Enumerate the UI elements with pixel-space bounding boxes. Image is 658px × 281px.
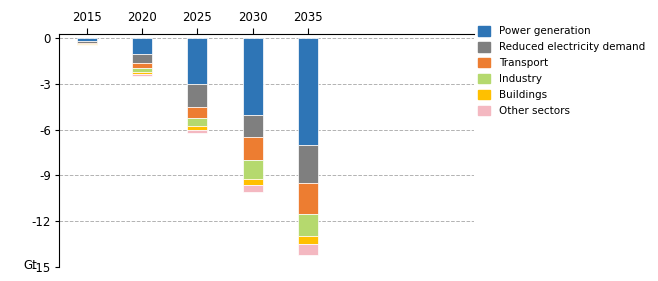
Bar bbox=[188, 130, 207, 133]
Bar bbox=[243, 38, 263, 115]
Bar bbox=[298, 244, 318, 255]
Bar bbox=[188, 107, 207, 117]
Bar bbox=[77, 41, 97, 43]
Bar bbox=[298, 237, 318, 244]
Bar bbox=[298, 183, 318, 214]
Bar bbox=[188, 117, 207, 126]
Bar bbox=[243, 160, 263, 178]
Bar bbox=[132, 72, 152, 74]
Bar bbox=[132, 74, 152, 76]
Bar bbox=[188, 38, 207, 84]
Bar bbox=[132, 54, 152, 63]
Bar bbox=[298, 214, 318, 237]
Bar bbox=[188, 126, 207, 130]
Bar bbox=[243, 115, 263, 137]
Bar bbox=[243, 137, 263, 160]
Bar bbox=[77, 44, 97, 45]
Bar bbox=[298, 145, 318, 183]
Legend: Power generation, Reduced electricity demand, Transport, Industry, Buildings, Ot: Power generation, Reduced electricity de… bbox=[474, 22, 649, 121]
Bar bbox=[132, 68, 152, 72]
Bar bbox=[243, 185, 263, 192]
Bar bbox=[132, 38, 152, 54]
Bar bbox=[243, 178, 263, 185]
Bar bbox=[77, 43, 97, 44]
Bar bbox=[77, 38, 97, 41]
Bar bbox=[132, 63, 152, 68]
Bar bbox=[188, 84, 207, 107]
Bar bbox=[298, 38, 318, 145]
Y-axis label: Gt: Gt bbox=[23, 259, 37, 272]
